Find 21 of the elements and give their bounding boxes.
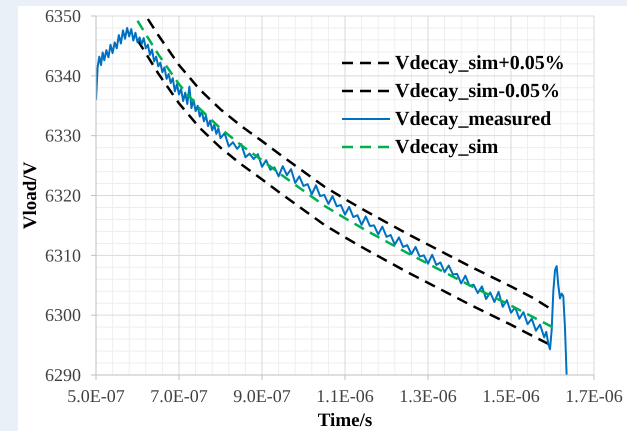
y-tick-label: 6320	[45, 186, 81, 206]
y-tick-label: 6340	[45, 66, 81, 86]
legend-label: Vdecay_sim+0.05%	[395, 52, 565, 74]
line-series	[96, 26, 568, 375]
x-tick-label: 1.1E-06	[316, 386, 374, 406]
y-axis-title: Vload/V	[20, 161, 40, 230]
y-tick-label: 6290	[45, 365, 81, 385]
x-tick-label: 1.7E-06	[565, 386, 623, 406]
x-tick-label: 5.0E-07	[67, 386, 125, 406]
y-tick-label: 6310	[45, 245, 81, 266]
x-tick-label: 1.5E-06	[482, 386, 540, 406]
x-tick-label: 9.0E-07	[233, 386, 291, 406]
y-tick-label: 6300	[45, 305, 81, 326]
x-tick-label: 1.3E-06	[399, 386, 457, 406]
legend-label: Vdecay_measured	[395, 108, 552, 130]
legend-label: Vdecay_sim-0.05%	[395, 80, 560, 102]
legend-label: Vdecay_sim	[395, 136, 498, 158]
y-tick-label: 6350	[45, 6, 81, 26]
x-tick-label: 7.0E-07	[150, 386, 208, 406]
y-tick-label: 6330	[45, 126, 81, 146]
x-axis-title: Time/s	[318, 410, 372, 431]
